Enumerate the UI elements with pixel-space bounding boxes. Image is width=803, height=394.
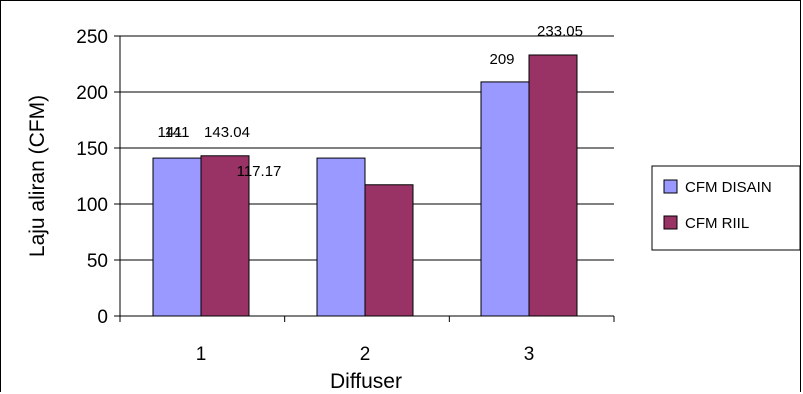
legend-label-cfm-riil: CFM RIIL	[685, 215, 749, 232]
y-tick-label-150: 150	[76, 139, 108, 160]
y-tick-label-50: 50	[87, 251, 108, 272]
x-axis-title: Diffuser	[330, 370, 402, 393]
data-label-cfm-riil-3: 233.05	[537, 23, 583, 40]
legend-swatch-cfm-riil	[663, 215, 678, 230]
data-label-cfm-disain-2: 141	[157, 124, 182, 141]
y-tick-label-200: 200	[76, 83, 108, 104]
data-labels: 141 143.04 141 117.17 209 233.05	[157, 23, 582, 180]
data-label-cfm-riil-2: 117.17	[237, 163, 282, 180]
bar-cfm-riil-2	[364, 184, 414, 317]
x-tick-label-3: 3	[524, 344, 535, 365]
y-tick-label-250: 250	[76, 27, 108, 48]
data-label-cfm-disain-3: 209	[489, 51, 514, 68]
x-tick-label-1: 1	[196, 344, 207, 365]
legend: CFM DISAIN CFM RIIL	[651, 165, 801, 251]
bar-cfm-riil-3	[528, 54, 578, 317]
bar-cfm-disain-3	[480, 81, 530, 317]
bars	[152, 54, 578, 317]
axes: 0 50 100 150 200 250 1 2 3	[76, 27, 615, 365]
legend-swatch-cfm-disain	[663, 179, 678, 194]
bar-cfm-disain-1	[152, 157, 202, 317]
legend-label-cfm-disain: CFM DISAIN	[685, 179, 772, 196]
y-tick-label-0: 0	[97, 307, 108, 328]
y-axis-title: Laju aliran (CFM)	[26, 95, 49, 257]
bar-cfm-riil-1	[200, 155, 250, 317]
bar-cfm-disain-2	[316, 157, 366, 317]
x-tick-label-2: 2	[360, 344, 371, 365]
y-tick-label-100: 100	[76, 195, 108, 216]
data-label-cfm-disain-1: 141	[164, 124, 189, 141]
data-label-cfm-riil-1: 143.04	[204, 124, 250, 141]
